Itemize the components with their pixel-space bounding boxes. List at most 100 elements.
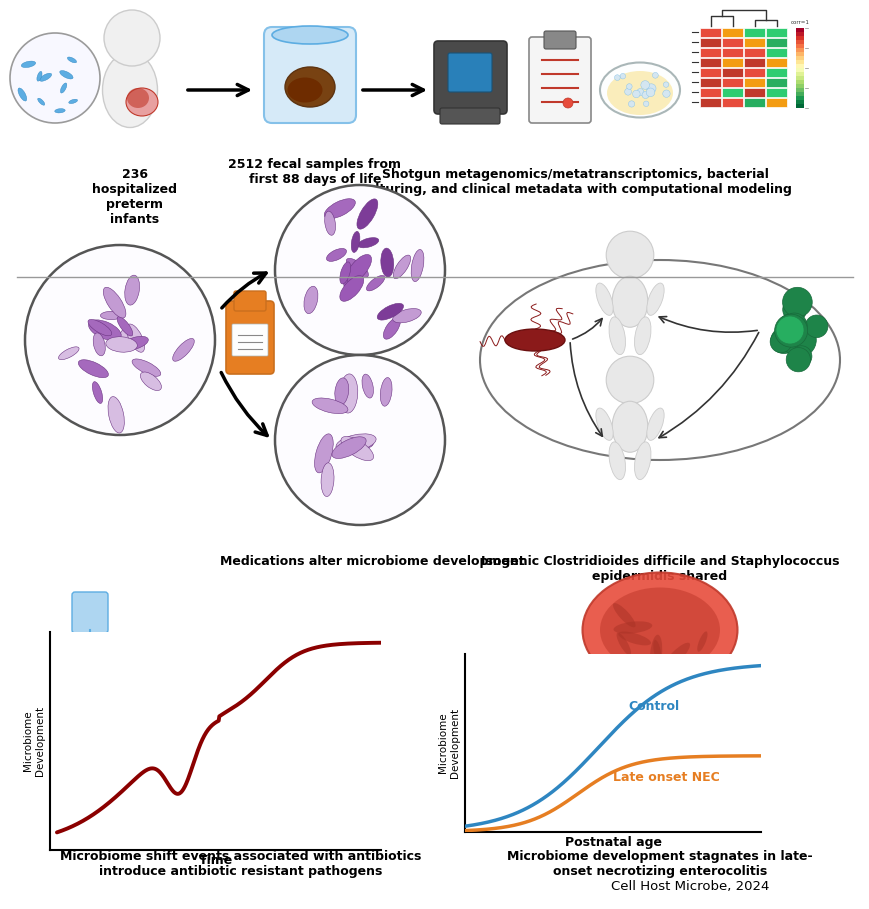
Text: Isogenic Clostridioides difficile and Staphylococcus
epidermidis shared: Isogenic Clostridioides difficile and St… bbox=[481, 555, 839, 583]
Y-axis label: Microbiome
Development: Microbiome Development bbox=[438, 708, 460, 778]
Bar bbox=[795, 64, 803, 68]
Circle shape bbox=[781, 323, 815, 357]
Ellipse shape bbox=[612, 276, 647, 327]
Ellipse shape bbox=[393, 255, 410, 279]
Ellipse shape bbox=[340, 262, 350, 284]
Bar bbox=[795, 36, 803, 40]
Ellipse shape bbox=[287, 77, 322, 103]
Circle shape bbox=[606, 356, 653, 404]
Circle shape bbox=[614, 75, 620, 81]
Ellipse shape bbox=[351, 232, 360, 253]
Circle shape bbox=[773, 315, 806, 347]
Ellipse shape bbox=[89, 320, 121, 341]
FancyBboxPatch shape bbox=[448, 53, 492, 92]
Circle shape bbox=[624, 88, 631, 95]
FancyBboxPatch shape bbox=[263, 27, 355, 123]
Circle shape bbox=[562, 98, 573, 108]
Ellipse shape bbox=[39, 74, 51, 81]
Bar bbox=[743, 98, 764, 107]
Bar bbox=[743, 38, 764, 47]
X-axis label: Time: Time bbox=[198, 854, 233, 867]
Ellipse shape bbox=[108, 396, 124, 433]
Circle shape bbox=[769, 331, 791, 353]
Circle shape bbox=[620, 74, 625, 79]
Circle shape bbox=[782, 297, 806, 322]
Text: Medications alter microbiome development: Medications alter microbiome development bbox=[220, 555, 524, 568]
FancyBboxPatch shape bbox=[226, 301, 274, 374]
Ellipse shape bbox=[343, 269, 356, 287]
Ellipse shape bbox=[321, 463, 334, 496]
Ellipse shape bbox=[339, 374, 357, 413]
Text: 2512 fecal samples from
first 88 days of life: 2512 fecal samples from first 88 days of… bbox=[229, 158, 401, 186]
Ellipse shape bbox=[55, 109, 65, 113]
Ellipse shape bbox=[653, 640, 660, 662]
Ellipse shape bbox=[60, 83, 67, 93]
Ellipse shape bbox=[607, 71, 673, 115]
Bar bbox=[765, 38, 786, 47]
Bar bbox=[795, 88, 803, 92]
Bar bbox=[765, 98, 786, 107]
Ellipse shape bbox=[324, 199, 355, 219]
Bar bbox=[795, 92, 803, 96]
Text: Cell Host Microbe, 2024: Cell Host Microbe, 2024 bbox=[610, 880, 768, 893]
Ellipse shape bbox=[103, 53, 157, 127]
Ellipse shape bbox=[18, 88, 27, 101]
Bar bbox=[765, 48, 786, 57]
Bar bbox=[765, 88, 786, 97]
Text: corr=1: corr=1 bbox=[790, 20, 808, 25]
Ellipse shape bbox=[341, 648, 348, 662]
Ellipse shape bbox=[117, 316, 133, 336]
Bar bbox=[743, 78, 764, 87]
Bar bbox=[795, 32, 803, 36]
Ellipse shape bbox=[647, 408, 663, 440]
Ellipse shape bbox=[179, 664, 191, 672]
Ellipse shape bbox=[582, 573, 737, 687]
Bar bbox=[795, 84, 803, 88]
Ellipse shape bbox=[315, 434, 333, 473]
Ellipse shape bbox=[312, 398, 348, 414]
Ellipse shape bbox=[346, 269, 355, 291]
Circle shape bbox=[770, 327, 796, 354]
Ellipse shape bbox=[67, 57, 76, 63]
Circle shape bbox=[777, 314, 803, 340]
FancyBboxPatch shape bbox=[232, 324, 268, 356]
Ellipse shape bbox=[366, 275, 384, 291]
Ellipse shape bbox=[347, 438, 373, 449]
FancyBboxPatch shape bbox=[528, 37, 590, 123]
Bar bbox=[795, 76, 803, 80]
Ellipse shape bbox=[124, 275, 139, 305]
Ellipse shape bbox=[341, 436, 373, 461]
Ellipse shape bbox=[346, 258, 368, 277]
Bar bbox=[700, 48, 720, 57]
Ellipse shape bbox=[608, 442, 625, 480]
Ellipse shape bbox=[612, 401, 647, 453]
Ellipse shape bbox=[634, 442, 650, 480]
Ellipse shape bbox=[600, 63, 680, 117]
Text: Microbiome shift events associated with antibiotics
introduce antibiotic resista: Microbiome shift events associated with … bbox=[60, 850, 421, 878]
FancyBboxPatch shape bbox=[440, 108, 500, 124]
Circle shape bbox=[632, 90, 640, 97]
Ellipse shape bbox=[616, 633, 630, 655]
Ellipse shape bbox=[122, 336, 148, 350]
Bar bbox=[795, 100, 803, 104]
Bar bbox=[721, 78, 742, 87]
Bar bbox=[765, 58, 786, 67]
Ellipse shape bbox=[235, 651, 245, 665]
Ellipse shape bbox=[140, 372, 162, 391]
Bar bbox=[700, 78, 720, 87]
Text: Microbiome development stagnates in late-
onset necrotizing enterocolitis: Microbiome development stagnates in late… bbox=[507, 850, 812, 878]
Circle shape bbox=[775, 316, 803, 344]
Ellipse shape bbox=[380, 377, 392, 406]
Ellipse shape bbox=[649, 634, 661, 674]
Circle shape bbox=[790, 345, 811, 367]
Ellipse shape bbox=[132, 359, 161, 376]
Bar bbox=[721, 38, 742, 47]
Circle shape bbox=[10, 33, 100, 123]
Ellipse shape bbox=[340, 275, 363, 301]
Bar bbox=[700, 88, 720, 97]
Bar bbox=[765, 28, 786, 37]
Circle shape bbox=[25, 245, 215, 435]
Ellipse shape bbox=[172, 338, 194, 361]
Ellipse shape bbox=[92, 382, 103, 404]
Bar bbox=[795, 48, 803, 52]
